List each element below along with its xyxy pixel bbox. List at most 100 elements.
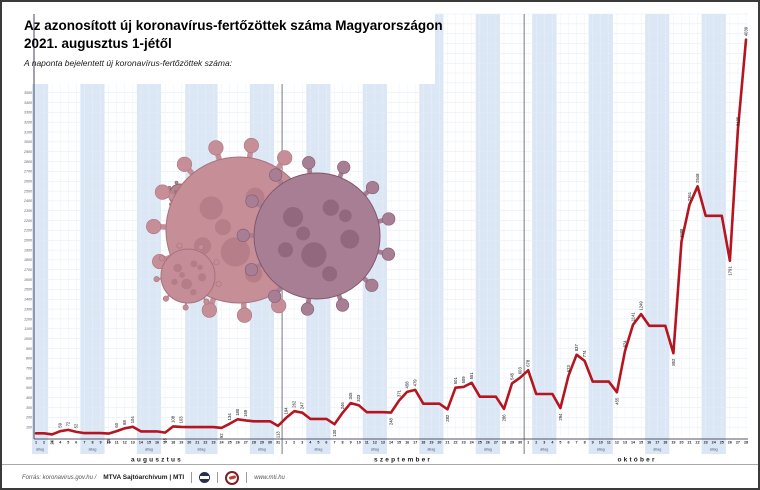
svg-text:1200: 1200 <box>24 317 32 321</box>
svg-text:átlag: átlag <box>197 448 205 452</box>
svg-text:23: 23 <box>211 441 215 445</box>
svg-text:22: 22 <box>696 441 700 445</box>
svg-text:28: 28 <box>744 441 748 445</box>
svg-text:3100: 3100 <box>24 130 32 134</box>
svg-text:átlag: átlag <box>314 448 322 452</box>
svg-text:15: 15 <box>147 441 151 445</box>
svg-text:átlag: átlag <box>540 448 548 452</box>
svg-text:248: 248 <box>388 417 393 425</box>
svg-text:13: 13 <box>623 441 627 445</box>
page-title-line1: Az azonosított új koronavírus-fertőzötte… <box>24 18 443 33</box>
svg-text:21: 21 <box>445 441 449 445</box>
month-labels: augusztus szeptember október <box>131 457 656 464</box>
svg-text:60: 60 <box>114 422 119 427</box>
svg-text:900: 900 <box>26 347 32 351</box>
title-background <box>2 2 435 84</box>
svg-text:88: 88 <box>122 420 127 425</box>
svg-text:623: 623 <box>566 365 571 373</box>
svg-text:20: 20 <box>679 441 683 445</box>
data-line <box>34 38 748 436</box>
svg-text:5: 5 <box>559 441 561 445</box>
svg-text:45: 45 <box>162 437 167 442</box>
svg-text:20: 20 <box>437 441 441 445</box>
svg-text:átlag: átlag <box>36 448 44 452</box>
svg-text:17: 17 <box>413 441 417 445</box>
svg-text:3125: 3125 <box>735 116 740 126</box>
svg-text:5: 5 <box>317 441 319 445</box>
svg-text:52: 52 <box>74 423 79 428</box>
svg-text:átlag: átlag <box>597 448 605 452</box>
svg-text:500: 500 <box>26 386 32 390</box>
svg-text:18: 18 <box>171 441 175 445</box>
svg-text:25: 25 <box>228 441 232 445</box>
svg-text:szeptember: szeptember <box>374 457 432 464</box>
svg-text:11: 11 <box>365 441 369 445</box>
svg-text:100: 100 <box>26 425 32 429</box>
svg-text:október: október <box>617 457 656 464</box>
svg-text:282: 282 <box>445 414 450 422</box>
svg-text:16: 16 <box>647 441 651 445</box>
svg-text:874: 874 <box>622 340 627 348</box>
svg-text:600: 600 <box>26 376 32 380</box>
source-text: Forrás: koronavirus.gov.hu / <box>22 474 97 481</box>
svg-text:1: 1 <box>35 441 37 445</box>
svg-text:29: 29 <box>510 441 514 445</box>
svg-text:3000: 3000 <box>24 140 32 144</box>
svg-text:12: 12 <box>373 441 377 445</box>
svg-text:1249: 1249 <box>639 301 644 311</box>
footer-divider <box>217 472 219 483</box>
svg-text:28: 28 <box>502 441 506 445</box>
svg-text:479: 479 <box>413 379 418 387</box>
svg-text:26: 26 <box>486 441 490 445</box>
svg-text:17: 17 <box>655 441 659 445</box>
svg-text:átlag: átlag <box>710 448 718 452</box>
svg-text:1400: 1400 <box>24 298 32 302</box>
svg-text:323: 323 <box>356 394 361 402</box>
svg-text:2800: 2800 <box>23 160 32 164</box>
svg-text:14: 14 <box>139 441 144 445</box>
svg-text:30: 30 <box>268 441 272 445</box>
svg-text:8: 8 <box>91 441 93 445</box>
svg-text:1800: 1800 <box>24 258 32 262</box>
svg-text:8: 8 <box>584 441 586 445</box>
page-subtitle: A naponta bejelentett új koronavírus-fer… <box>24 58 233 68</box>
svg-text:852: 852 <box>671 358 676 366</box>
svg-text:7: 7 <box>83 441 85 445</box>
x-day-labels: 1 2 3 4 5 6 7 8 9 10 11 12 13 14 15 16 17 18 19 20 21 22 23 24 2… <box>35 441 748 445</box>
svg-text:9: 9 <box>100 441 102 445</box>
svg-text:1988: 1988 <box>679 228 684 238</box>
svg-text:25: 25 <box>478 441 482 445</box>
svg-text:12: 12 <box>615 441 619 445</box>
svg-text:2548: 2548 <box>695 173 700 183</box>
svg-text:678: 678 <box>526 359 531 367</box>
svg-text:21: 21 <box>195 441 199 445</box>
svg-text:11: 11 <box>607 441 611 445</box>
svg-text:458: 458 <box>405 381 410 389</box>
svg-text:247: 247 <box>300 402 305 410</box>
svg-text:294: 294 <box>558 413 563 421</box>
svg-text:15: 15 <box>639 441 643 445</box>
svg-text:59: 59 <box>58 422 63 427</box>
svg-text:31: 31 <box>276 441 280 445</box>
footer-divider <box>191 472 193 483</box>
svg-text:72: 72 <box>66 421 71 426</box>
svg-text:12: 12 <box>123 441 127 445</box>
svg-text:1300: 1300 <box>24 307 32 311</box>
svg-text:1: 1 <box>285 441 287 445</box>
svg-text:7: 7 <box>333 441 335 445</box>
svg-text:371: 371 <box>396 389 401 397</box>
svg-text:194: 194 <box>284 407 289 415</box>
svg-text:26: 26 <box>236 441 240 445</box>
svg-text:19: 19 <box>179 441 183 445</box>
svg-text:400: 400 <box>26 396 32 400</box>
svg-text:átlag: átlag <box>88 448 96 452</box>
svg-text:4: 4 <box>59 441 62 445</box>
svg-text:509: 509 <box>461 376 466 384</box>
svg-text:23: 23 <box>462 441 466 445</box>
svg-text:113: 113 <box>275 431 280 438</box>
svg-text:átlag: átlag <box>653 448 661 452</box>
svg-text:6: 6 <box>75 441 77 445</box>
svg-text:27: 27 <box>244 441 248 445</box>
